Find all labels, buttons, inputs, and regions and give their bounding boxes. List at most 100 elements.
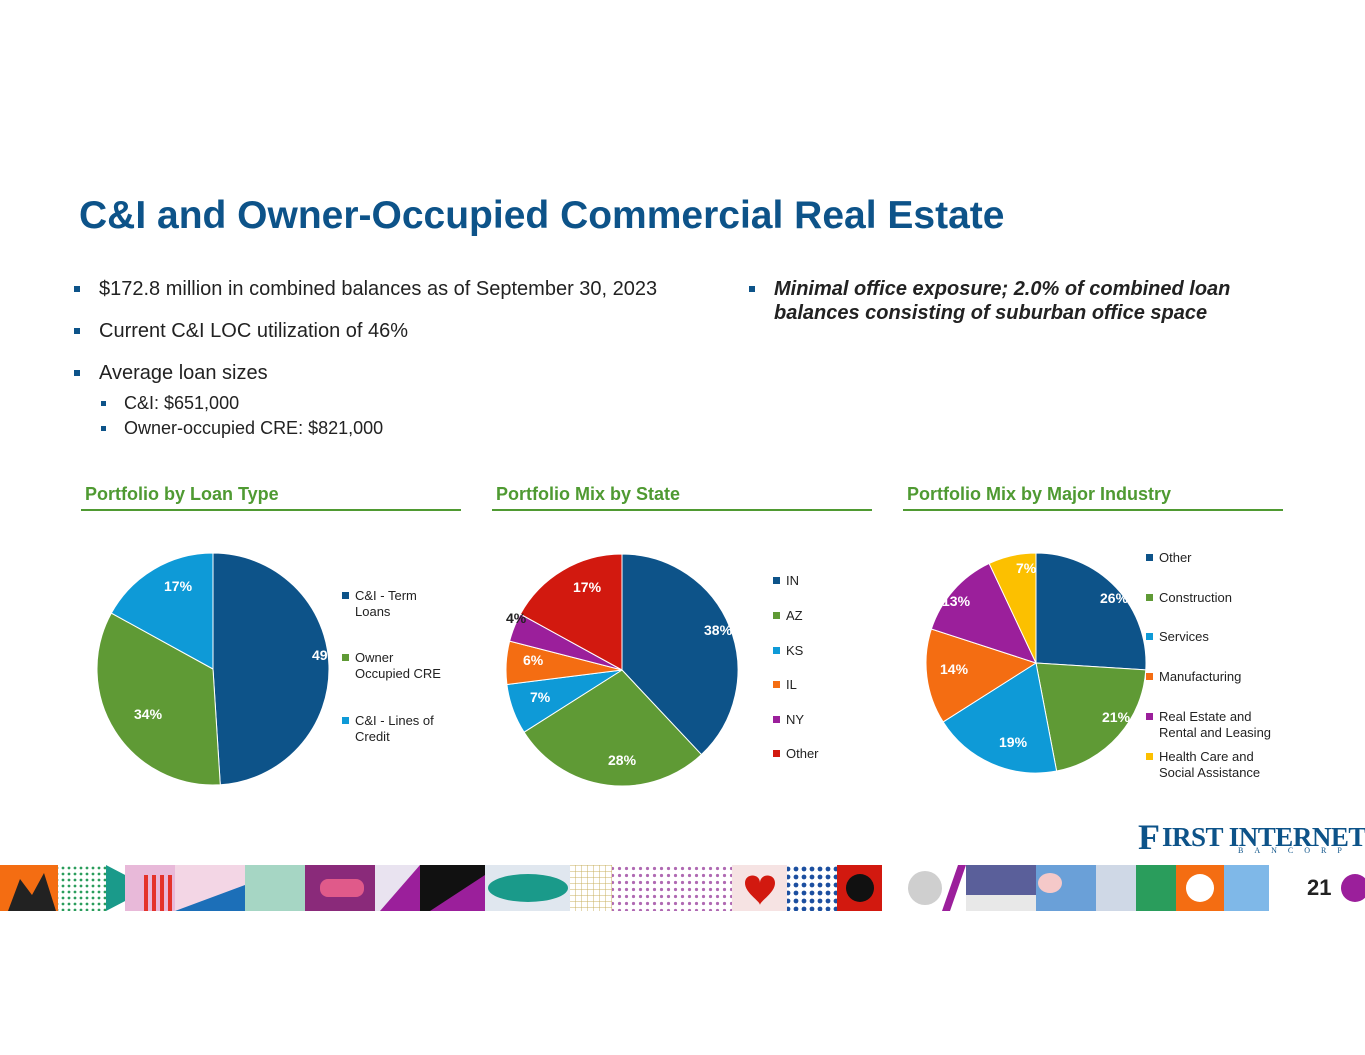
pie-slice (519, 553, 623, 671)
pie-data-label: 38% (704, 622, 733, 638)
right-bullet-list: Minimal office exposure; 2.0% of combine… (749, 277, 1319, 343)
legend-swatch (773, 716, 780, 723)
legend-item: C&I - Term Loans (342, 588, 417, 620)
legend-label: IN (786, 573, 799, 588)
pie-slice (942, 662, 1058, 774)
banner-art (0, 865, 1365, 911)
pie-data-label: 34% (134, 706, 163, 722)
chart-title-loan-type: Portfolio by Loan Type (85, 484, 279, 504)
legend-item: IN (773, 573, 799, 589)
legend-swatch (1146, 633, 1153, 640)
pie-slice (523, 669, 703, 787)
legend-label: Owner Occupied CRE (355, 650, 441, 681)
legend-label: Services (1159, 629, 1209, 644)
legend-swatch (773, 750, 780, 757)
pie-chart-state: 38% 28% 7% 6% 4% 17% (505, 553, 739, 787)
pie-slice (110, 552, 214, 670)
legend-swatch (773, 681, 780, 688)
legend-label: Other (1159, 550, 1192, 565)
pie-data-label: 19% (999, 734, 1028, 750)
bullet-item: Average loan sizes C&I: $651,000 Owner-o… (74, 361, 694, 441)
pie-slice (988, 552, 1037, 664)
legend-swatch (1146, 673, 1153, 680)
sub-bullet-item: C&I: $651,000 (99, 391, 694, 416)
page-title: C&I and Owner-Occupied Commercial Real E… (79, 194, 1005, 237)
pie-slice (925, 628, 1038, 723)
legend-label: NY (786, 712, 805, 727)
company-logo: F IRST INTERNET BANCORP (1138, 816, 1365, 857)
legend-swatch (773, 577, 780, 584)
legend-item: NY (773, 712, 804, 728)
pie-data-label: 6% (523, 652, 544, 668)
legend-swatch (773, 647, 780, 654)
pie-data-label: 17% (164, 578, 193, 594)
pie-data-label: 14% (940, 661, 969, 677)
legend-item: IL (773, 677, 797, 693)
legend-swatch (1146, 554, 1153, 561)
pie-chart-loan-type: 49% 34% 17% (96, 552, 341, 786)
logo-subtitle: BANCORP (1238, 846, 1353, 855)
chart-title-state: Portfolio Mix by State (496, 484, 681, 504)
legend-swatch (1146, 594, 1153, 601)
pie-slice (1035, 662, 1147, 772)
legend-item: Real Estate and Rental and Leasing (1146, 709, 1271, 741)
sub-bullet-item: Owner-occupied CRE: $821,000 (99, 416, 694, 441)
pie-slice (930, 562, 1037, 664)
legend-item: Manufacturing (1146, 669, 1241, 685)
legend-label: Health Care and Social Assistance (1159, 749, 1261, 780)
pie-data-label: 17% (573, 579, 602, 595)
legend-item: C&I - Lines of Credit (342, 713, 434, 745)
legend-swatch (342, 592, 349, 599)
legend-item: Owner Occupied CRE (342, 650, 441, 682)
legend-label: KS (786, 643, 804, 658)
bullet-text: Current C&I LOC utilization of 46% (99, 320, 409, 342)
legend-swatch (1146, 713, 1153, 720)
pie-data-label: 28% (608, 752, 637, 768)
bullet-text: $172.8 million in combined balances as o… (99, 278, 658, 300)
pie-chart-industry: 26% 21% 19% 14% 13% 7% (925, 552, 1147, 774)
pie-slice (212, 552, 330, 786)
pie-data-label: 7% (530, 689, 551, 705)
page-number: 21 (1307, 875, 1332, 900)
sub-bullet-list: C&I: $651,000 Owner-occupied CRE: $821,0… (99, 391, 694, 441)
pie-data-label: 21% (1102, 709, 1131, 725)
pie-slice (621, 553, 739, 756)
bullet-text-emphasis: Minimal office exposure; 2.0% of combine… (774, 278, 1231, 324)
legend-label: AZ (786, 608, 803, 623)
legend-label: Construction (1159, 590, 1232, 605)
section-divider (903, 509, 1283, 511)
bullet-item: $172.8 million in combined balances as o… (74, 277, 694, 301)
legend-swatch (342, 717, 349, 724)
legend-item: Construction (1146, 590, 1232, 606)
legend-label: Other (786, 746, 819, 761)
chart-title-industry: Portfolio Mix by Major Industry (907, 484, 1172, 504)
bullet-item: Current C&I LOC utilization of 46% (74, 319, 694, 343)
logo-wordmark: IRST INTERNET (1162, 822, 1365, 852)
section-divider (81, 509, 461, 511)
legend-label: C&I - Lines of Credit (355, 713, 434, 744)
section-divider (492, 509, 872, 511)
bullet-text: Average loan sizes (99, 362, 268, 384)
legend-item: Services (1146, 629, 1209, 645)
legend-swatch (342, 654, 349, 661)
left-bullet-list: $172.8 million in combined balances as o… (74, 277, 694, 459)
legend-label: IL (786, 677, 797, 692)
bullet-item: Minimal office exposure; 2.0% of combine… (749, 277, 1319, 325)
legend-label: C&I - Term Loans (355, 588, 417, 619)
legend-item: AZ (773, 608, 803, 624)
pie-data-label: 13% (942, 593, 971, 609)
legend-label: Real Estate and Rental and Leasing (1159, 709, 1272, 740)
pie-data-label: 49% (312, 647, 341, 663)
pie-data-label: 4% (506, 610, 527, 626)
legend-item: Health Care and Social Assistance (1146, 749, 1260, 781)
legend-swatch (773, 612, 780, 619)
legend-item: KS (773, 643, 803, 659)
pie-data-label: 7% (1016, 560, 1037, 576)
logo-initial: F (1138, 817, 1160, 857)
legend-item: Other (773, 746, 819, 762)
legend-swatch (1146, 753, 1153, 760)
legend-label: Manufacturing (1159, 669, 1242, 684)
legend-item: Other (1146, 550, 1192, 566)
pie-data-label: 26% (1100, 590, 1129, 606)
pie-slice (1035, 552, 1147, 671)
